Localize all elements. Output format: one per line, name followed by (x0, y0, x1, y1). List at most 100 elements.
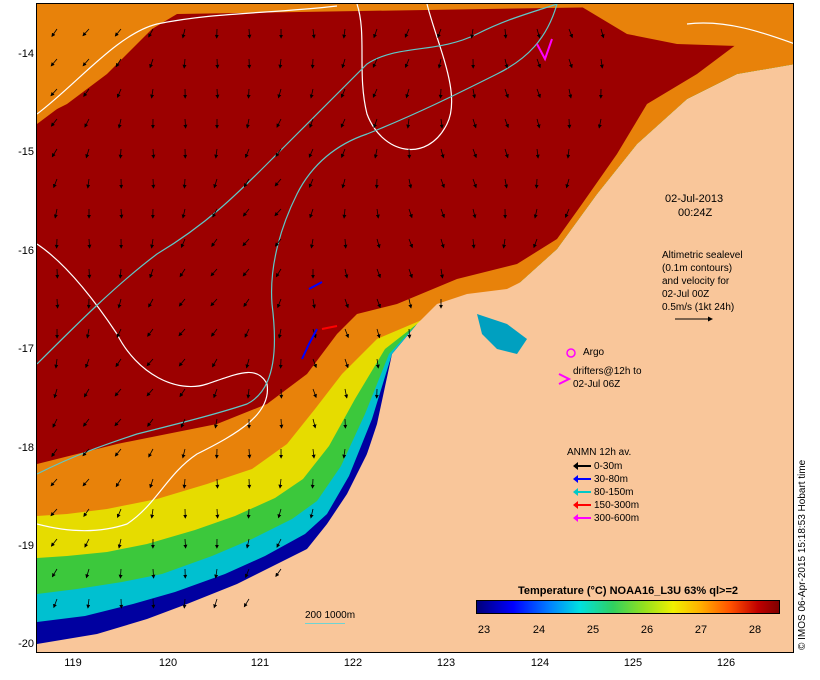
velocity-arrow (534, 178, 539, 189)
velocity-arrow (116, 508, 122, 519)
velocity-arrow (275, 268, 282, 278)
velocity-arrow (210, 298, 218, 307)
velocity-arrow (472, 148, 477, 159)
velocity-arrow (243, 598, 250, 608)
velocity-arrow (50, 118, 58, 127)
velocity-arrow (215, 508, 220, 519)
timestamp-date: 02-Jul-2013 (665, 193, 724, 205)
altimetry-line: 0.5m/s (1kt 24h) (662, 302, 735, 313)
y-tick-label: -14 (18, 48, 34, 60)
map-frame[interactable] (36, 3, 794, 653)
drifter-track-blue-2 (308, 281, 323, 290)
velocity-arrow (147, 328, 154, 337)
velocity-arrow (85, 328, 90, 339)
velocity-arrow (116, 88, 122, 99)
sst-map (37, 4, 793, 652)
velocity-arrow (51, 568, 58, 578)
drifter-track-magenta (536, 38, 553, 62)
velocity-arrow (243, 298, 250, 308)
velocity-arrow (536, 58, 541, 69)
y-tick-label: -20 (18, 638, 34, 650)
velocity-arrow (404, 58, 410, 69)
velocity-arrow (54, 358, 59, 369)
velocity-arrow (50, 538, 58, 547)
sst-warm-core (37, 4, 793, 464)
velocity-arrow (568, 88, 573, 99)
velocity-arrow (83, 388, 90, 398)
velocity-arrow (215, 58, 220, 69)
velocity-arrow (148, 298, 154, 308)
velocity-arrow (114, 28, 122, 37)
velocity-arrow (276, 118, 282, 128)
velocity-arrow (212, 208, 218, 218)
velocity-arrow (310, 478, 315, 489)
velocity-arrow (180, 238, 186, 249)
velocity-arrow (83, 88, 90, 97)
velocity-arrow (342, 448, 347, 459)
velocity-arrow (213, 388, 218, 399)
velocity-arrow (182, 478, 187, 489)
anmn-legend-item: 150-300m (573, 500, 639, 512)
velocity-arrow (183, 538, 188, 549)
velocity-arrow (210, 268, 218, 277)
velocity-arrow (408, 298, 413, 309)
velocity-arrow (183, 118, 188, 129)
velocity-arrow (84, 538, 90, 548)
velocity-arrow (405, 88, 410, 99)
velocity-arrow (87, 238, 92, 249)
velocity-arrow (440, 208, 445, 219)
drifter-track-blue (301, 328, 318, 360)
velocity-arrow (55, 298, 60, 309)
velocity-arrow (245, 118, 250, 129)
sst-nw-orange-patch (37, 4, 177, 119)
colorbar-title: Temperature (°C) NOAA16_L3U 63% ql>=2 (518, 585, 738, 597)
velocity-arrow (407, 328, 412, 339)
velocity-arrow (342, 208, 347, 219)
velocity-arrow (568, 58, 573, 69)
sst-north-orange-patch (577, 4, 793, 46)
velocity-arrow (376, 298, 381, 309)
velocity-arrow (309, 118, 314, 129)
velocity-arrow (178, 328, 186, 337)
x-tick-label: 123 (436, 657, 456, 669)
velocity-arrow (440, 178, 445, 189)
x-tick-label: 122 (343, 657, 363, 669)
anmn-legend-item: 0-30m (573, 461, 622, 473)
velocity-arrow (213, 178, 218, 189)
altimetry-line: Altimetric sealevel (662, 250, 743, 261)
velocity-arrow (309, 208, 314, 219)
velocity-arrow (118, 148, 123, 159)
velocity-arrow (310, 58, 315, 69)
velocity-arrow (408, 238, 413, 249)
velocity-arrow (375, 358, 380, 369)
velocity-arrow (341, 58, 346, 69)
velocity-arrow (50, 478, 58, 487)
velocity-arrow (274, 178, 282, 187)
velocity-arrow (309, 238, 314, 249)
velocity-arrow (117, 118, 122, 129)
velocity-arrow (472, 178, 477, 189)
colorbar-tick: 24 (532, 624, 546, 636)
velocity-arrow (536, 88, 541, 99)
velocity-arrow (277, 508, 282, 519)
velocity-arrow (215, 88, 220, 99)
velocity-arrow (182, 58, 187, 69)
velocity-arrow (85, 568, 90, 579)
y-tick-label: -16 (18, 245, 34, 257)
velocity-arrow (53, 598, 58, 609)
isobath-scale-label: 200 1000m (305, 610, 356, 621)
velocity-arrow (52, 418, 58, 428)
velocity-arrow (181, 28, 186, 39)
velocity-arrow (82, 58, 90, 67)
velocity-arrow (53, 208, 58, 219)
velocity-arrow (275, 148, 282, 158)
king-sound-inlet (477, 314, 527, 354)
velocity-arrow (312, 388, 317, 399)
velocity-arrow (243, 178, 250, 188)
velocity-arrow (373, 28, 378, 39)
x-tick-label: 125 (623, 657, 643, 669)
velocity-arrow (536, 28, 541, 39)
velocity-arrow (212, 358, 218, 368)
velocity-arrow (84, 118, 90, 128)
velocity-arrow (245, 538, 250, 549)
